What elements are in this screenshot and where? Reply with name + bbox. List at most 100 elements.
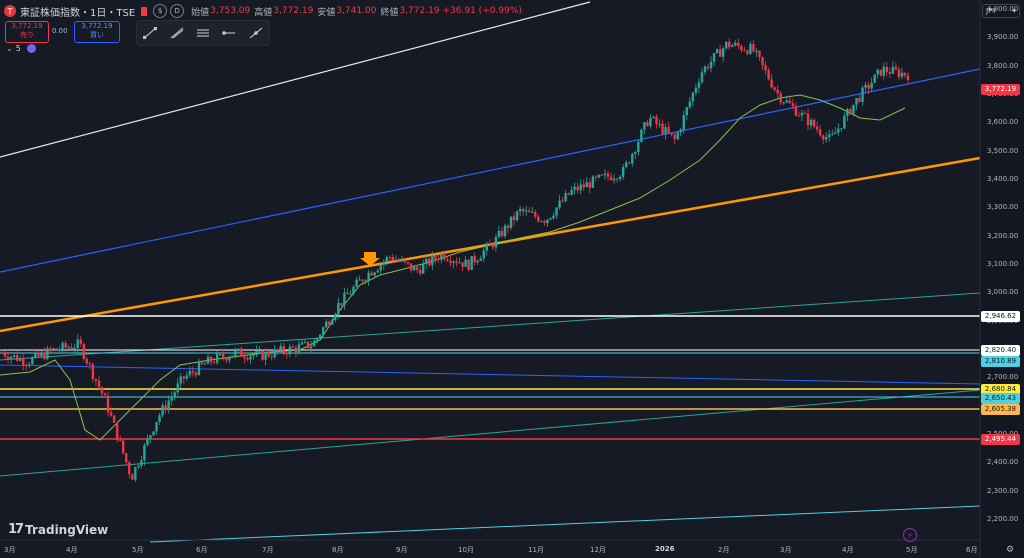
buy-button[interactable]: 3,772.19 買い [74, 21, 120, 43]
candle-body [179, 376, 182, 384]
price-tick: 3,600.00 [987, 118, 1019, 127]
candle-body [537, 216, 540, 222]
candle-body [888, 72, 892, 74]
candle-body [206, 356, 210, 364]
time-tick: 8月 [332, 546, 344, 554]
time-tick: 12月 [590, 546, 606, 554]
candle-body [382, 261, 385, 265]
candle-body [703, 66, 707, 73]
time-tick: 3月 [4, 546, 16, 554]
gear-icon[interactable]: ⚙ [1006, 545, 1015, 555]
candle-body [309, 346, 313, 349]
candle-body [67, 347, 70, 349]
candle-body [576, 186, 579, 191]
close-label: 終値 [380, 7, 399, 18]
candle-body [561, 200, 564, 202]
candle-body [337, 302, 340, 315]
candle-body [409, 263, 413, 271]
candle-body [443, 253, 446, 260]
candle-body [858, 98, 861, 102]
candle-body [731, 45, 734, 47]
dollar-icon[interactable]: $ [153, 4, 168, 18]
candle-body [852, 104, 855, 115]
candle-body [670, 132, 673, 135]
candle-body [788, 100, 792, 104]
candle-body [34, 352, 37, 358]
candle-body [643, 122, 646, 130]
candle-body [112, 415, 116, 423]
candle-body [582, 184, 585, 188]
candle-body [64, 342, 67, 348]
candle-body [740, 46, 743, 51]
candle-body [615, 178, 619, 180]
time-tick: 4月 [66, 546, 78, 554]
symbol-title[interactable]: 東証株価指数・1日・TSE [20, 7, 136, 19]
candle-body [349, 293, 352, 295]
candle-body [140, 460, 143, 467]
candle-body [794, 106, 798, 116]
candle-body [737, 42, 740, 47]
candle-body [479, 258, 482, 261]
candle-body [864, 84, 867, 88]
time-tick: 2月 [718, 546, 730, 554]
candle-body [734, 42, 737, 46]
candle-body [255, 350, 258, 355]
candle-body [706, 66, 710, 69]
price-level-label: 2,946.62 [981, 311, 1020, 322]
time-tick: 5月 [906, 546, 918, 554]
trendline-tool-icon[interactable] [140, 25, 160, 41]
candle-body [625, 162, 628, 167]
candle-body [518, 208, 522, 212]
candle-body [170, 396, 173, 401]
candle-body [370, 272, 373, 276]
candle-body [497, 230, 501, 237]
candle-body [606, 173, 610, 177]
time-tick: 10月 [458, 546, 474, 554]
candle-body [394, 260, 398, 262]
candle-body [249, 356, 252, 360]
candle-body [879, 69, 882, 76]
candle-body [634, 152, 637, 154]
flag-icon[interactable] [141, 6, 148, 16]
candle-body [515, 211, 519, 221]
sell-button[interactable]: 3,772.19 売り [5, 21, 49, 43]
price-tick: 2,300.00 [987, 486, 1019, 495]
indicator-settings-icon[interactable] [26, 44, 36, 53]
candle-body [49, 348, 52, 351]
dividend-icon[interactable]: D [170, 4, 185, 18]
candle-body [555, 207, 558, 216]
candle-body [449, 260, 452, 263]
price-tick: 3,500.00 [987, 146, 1019, 155]
ray-tool-icon[interactable] [167, 25, 187, 41]
candle-body [343, 292, 346, 306]
chevron-down-icon[interactable]: ⌄ [6, 44, 13, 53]
tradingview-logo[interactable]: 17 TradingView [8, 522, 108, 537]
extended-line-icon[interactable] [246, 25, 266, 41]
price-tick: 3,200.00 [987, 231, 1019, 240]
currency-select[interactable]: JPY ▾ [982, 4, 1020, 18]
candle-body [640, 129, 643, 142]
candle-body [352, 286, 355, 294]
price-tick: 3,300.00 [987, 203, 1019, 212]
horizontal-ray-icon[interactable] [219, 25, 239, 41]
candle-body [173, 392, 176, 397]
chart-area[interactable] [0, 0, 980, 558]
candle-body [167, 400, 170, 410]
candle-body [755, 50, 758, 52]
candle-body [215, 354, 219, 363]
candle-body [673, 134, 676, 140]
candle-body [267, 352, 270, 357]
candle-body [340, 302, 343, 306]
candle-body [303, 341, 307, 343]
candle-body [279, 346, 282, 352]
lightning-icon[interactable]: ⚡ [903, 528, 917, 542]
candle-body [543, 221, 546, 224]
trendline-white [0, 1, 591, 158]
candle-body [503, 225, 507, 237]
indicator-toggle[interactable]: ⌄ 5 [6, 44, 36, 53]
candle-body [434, 255, 437, 260]
trendline-blue-upper [0, 68, 981, 273]
parallel-channel-icon[interactable] [193, 25, 213, 41]
close-value: 3,772.19 [399, 6, 440, 16]
